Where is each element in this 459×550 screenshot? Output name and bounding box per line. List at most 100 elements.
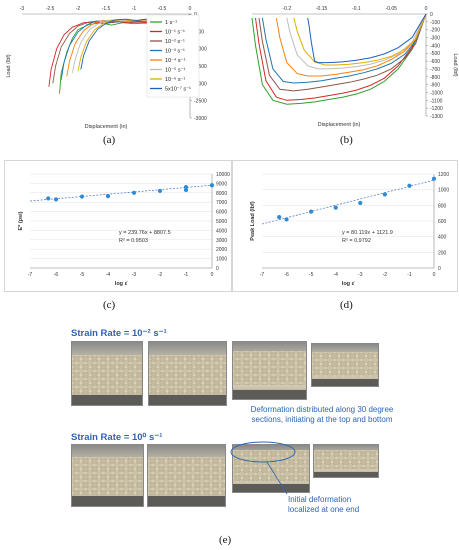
data-point-5 [131,190,137,195]
y-tick-label: 10000 [216,172,230,178]
y-tick-label: 0 [216,266,219,272]
data-point-4 [105,193,111,199]
trend-r-squared: R² = 0.9503 [119,238,148,244]
deformation-callout [230,441,296,495]
x-tick-label: -3 [20,6,25,12]
x-tick-label: -3 [132,272,137,278]
series-line-5 [275,13,427,77]
y-tick-label: 200 [438,250,447,256]
x-tick-label: -6 [54,272,59,278]
data-point-4 [333,205,338,210]
y-tick-label: 2000 [216,247,227,253]
y-tick-label: -3000 [194,116,207,122]
x-tick-label: -5 [80,272,85,278]
y-tick-label: -200 [430,28,440,34]
data-point-1 [277,214,282,220]
x-tick-label: -2 [76,6,81,12]
data-point-7 [407,183,412,188]
x-tick-label: -4 [333,272,338,278]
y-tick-label: -1300 [430,114,443,120]
panel-label-a: (a) [103,134,116,146]
x-tick-label: 0 [433,272,436,278]
y-tick-label: 1000 [438,188,449,194]
chart-c: 0 1000 2000 3000 4000 5000 6000 7000 8000 9000 100… [4,160,232,292]
x-tick-label: -2 [158,272,163,278]
trend-r-squared: R² = 0.9792 [342,238,371,244]
series-line-1 [251,13,427,105]
y-tick-label: -900 [430,83,440,89]
data-point-2 [53,197,59,202]
data-point-3 [309,209,314,214]
specimen-photo-1a [71,341,143,406]
panel-label-d: (d) [340,299,353,311]
data-point-9 [209,183,215,188]
x-axis-label: Displacement (in) [318,122,361,128]
x-tick-label: -1 [184,272,189,278]
data-point-5 [358,200,363,206]
y-tick-label: -500 [430,51,440,57]
trend-equation: y = 239.76x + 8807.5 [119,230,171,236]
data-point-1 [46,196,51,201]
y-tick-label: -100 [430,20,440,26]
y-tick-label: 600 [438,219,447,225]
x-tick-label: -0.15 [316,6,328,12]
y-tick-label: -1100 [430,98,443,104]
trend-equation: y = 80.119x + 1121.9 [342,230,393,236]
x-tick-label: 0 [189,6,192,12]
y-tick-label: -1500 [194,64,207,70]
y-tick-label: -1200 [430,106,443,112]
series-line-3 [258,13,427,92]
specimen-photo-2c [232,444,310,493]
callout-ellipse [230,441,296,463]
x-tick-label: -0.2 [282,6,291,12]
data-point-3 [79,194,85,199]
x-tick-label: -7 [28,272,33,278]
y-tick-label: -2500 [194,99,207,105]
legend-label-4: 10⁻³ s⁻¹ [165,49,185,55]
data-point-8 [431,176,437,181]
legend-label-1: 1 s⁻¹ [165,20,177,26]
y-axis-label: Load (lbf) [452,53,458,76]
y-tick-label: -800 [430,75,440,81]
series-line-2 [255,13,427,101]
x-tick-label: -0.5 [158,6,167,12]
legend-label-5: 10⁻⁴ s⁻¹ [165,57,186,64]
specimen-photo-2b [147,444,226,507]
data-point-6 [382,192,387,197]
data-point-6 [157,188,163,194]
legend-label-7: 10⁻⁶ s⁻¹ [165,76,185,83]
y-tick-label: 0 [430,12,433,18]
x-tick-label: -2.5 [46,6,55,12]
x-tick-label: -5 [309,272,314,278]
strain-rate-label-2: Strain Rate = 10⁰ s⁻¹ [71,432,163,443]
x-tick-label: -2 [383,272,388,278]
series-line-8 [307,13,427,64]
x-axis-label: Displacement (in) [85,124,128,130]
x-tick-label: -7 [260,272,265,278]
x-tick-label: -6 [284,272,289,278]
deformation-note-2-line1: Initial deformation [288,495,352,504]
data-point-2 [284,217,289,222]
y-axis-label: Peak Load (lbf) [250,201,256,241]
x-tick-label: -1.5 [102,6,111,12]
deformation-note-2: Initial deformation localized at one end [288,495,359,515]
legend-label-8: 5x10⁻⁷ s⁻¹ [165,86,191,93]
specimen-photo-2a [71,444,144,507]
deformation-note-2-line2: localized at one end [288,505,360,514]
x-tick-label: -0.1 [352,6,361,12]
specimen-photo-1d [311,343,379,387]
y-tick-label: 4000 [216,228,227,234]
y-tick-label: -1000 [430,90,443,96]
y-tick-label: -700 [430,67,440,73]
series-line-7 [293,13,427,66]
chart-frame [232,160,458,292]
panel-label-b: (b) [340,134,353,146]
x-tick-label: -1 [407,272,412,278]
y-tick-label: 8000 [216,191,227,197]
y-tick-label: -300 [430,36,440,42]
y-tick-label: 5000 [216,219,227,225]
series-line-6 [286,13,427,70]
panel-label-e: (e) [219,534,232,546]
data-point-8 [183,185,189,190]
y-tick-label: -1000 [194,47,207,53]
